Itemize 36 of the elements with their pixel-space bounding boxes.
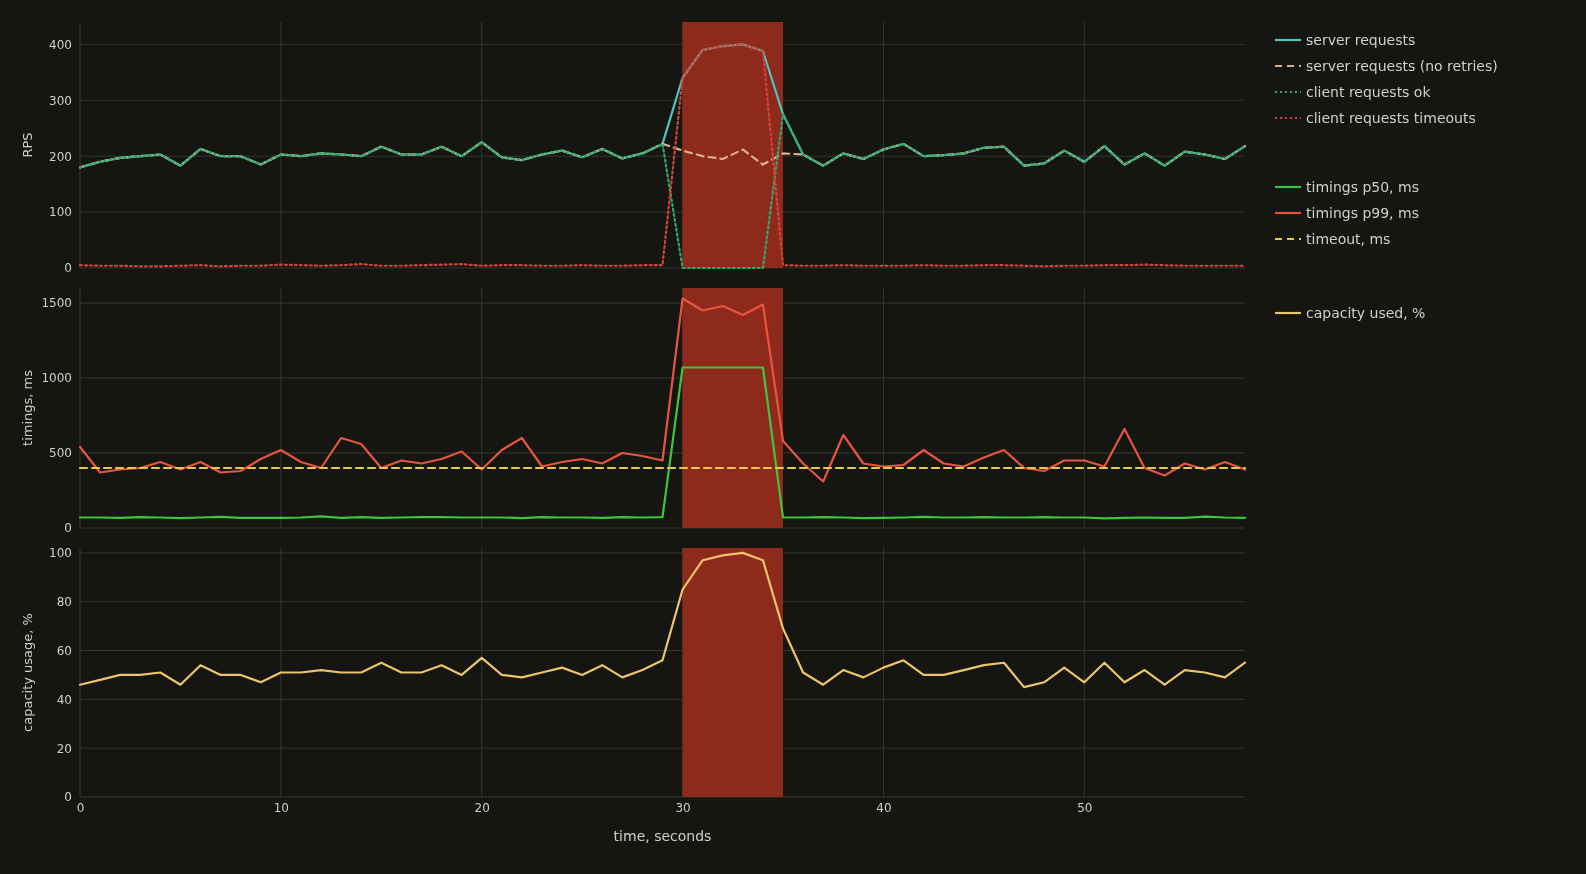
line-series bbox=[78, 297, 1247, 483]
line-series bbox=[78, 551, 1247, 689]
x-tick-label: 10 bbox=[273, 800, 289, 815]
y-tick-label: 20 bbox=[56, 741, 72, 756]
legend-label: client requests timeouts bbox=[1306, 110, 1476, 126]
y-tick-label: 100 bbox=[49, 205, 72, 220]
y-tick-label: 80 bbox=[56, 595, 72, 610]
legend-label: server requests (no retries) bbox=[1306, 58, 1498, 74]
y-tick-label: 0 bbox=[64, 261, 72, 276]
x-tick-label: 40 bbox=[876, 800, 892, 815]
legend-label: client requests ok bbox=[1306, 84, 1432, 100]
y-tick-label: 0 bbox=[64, 790, 72, 805]
y-tick-label: 1000 bbox=[41, 371, 72, 386]
y-axis-title: RPS bbox=[20, 132, 35, 158]
legend-label: timings p99, ms bbox=[1306, 205, 1419, 221]
legend-label: timings p50, ms bbox=[1306, 179, 1419, 195]
y-axis-title: timings, ms bbox=[20, 369, 35, 446]
x-tick-label: 30 bbox=[675, 800, 691, 815]
legend-label: timeout, ms bbox=[1306, 231, 1391, 247]
x-tick-label: 0 bbox=[76, 800, 85, 815]
x-tick-label: 20 bbox=[474, 800, 490, 815]
y-tick-label: 60 bbox=[56, 643, 72, 658]
legend-label: capacity used, % bbox=[1306, 305, 1426, 321]
y-tick-label: 1500 bbox=[41, 296, 72, 311]
y-tick-label: 300 bbox=[49, 93, 72, 108]
y-tick-label: 500 bbox=[49, 446, 72, 461]
legend-label: server requests bbox=[1306, 32, 1416, 48]
x-tick-label: 50 bbox=[1077, 800, 1093, 815]
y-tick-label: 0 bbox=[64, 521, 72, 536]
line-series bbox=[78, 366, 1247, 520]
y-tick-label: 100 bbox=[49, 546, 72, 561]
y-tick-label: 200 bbox=[49, 149, 72, 164]
y-tick-label: 400 bbox=[49, 37, 72, 52]
y-tick-label: 40 bbox=[56, 692, 72, 707]
y-axis-title: capacity usage, % bbox=[20, 613, 35, 732]
x-axis-title: time, seconds bbox=[613, 828, 712, 844]
